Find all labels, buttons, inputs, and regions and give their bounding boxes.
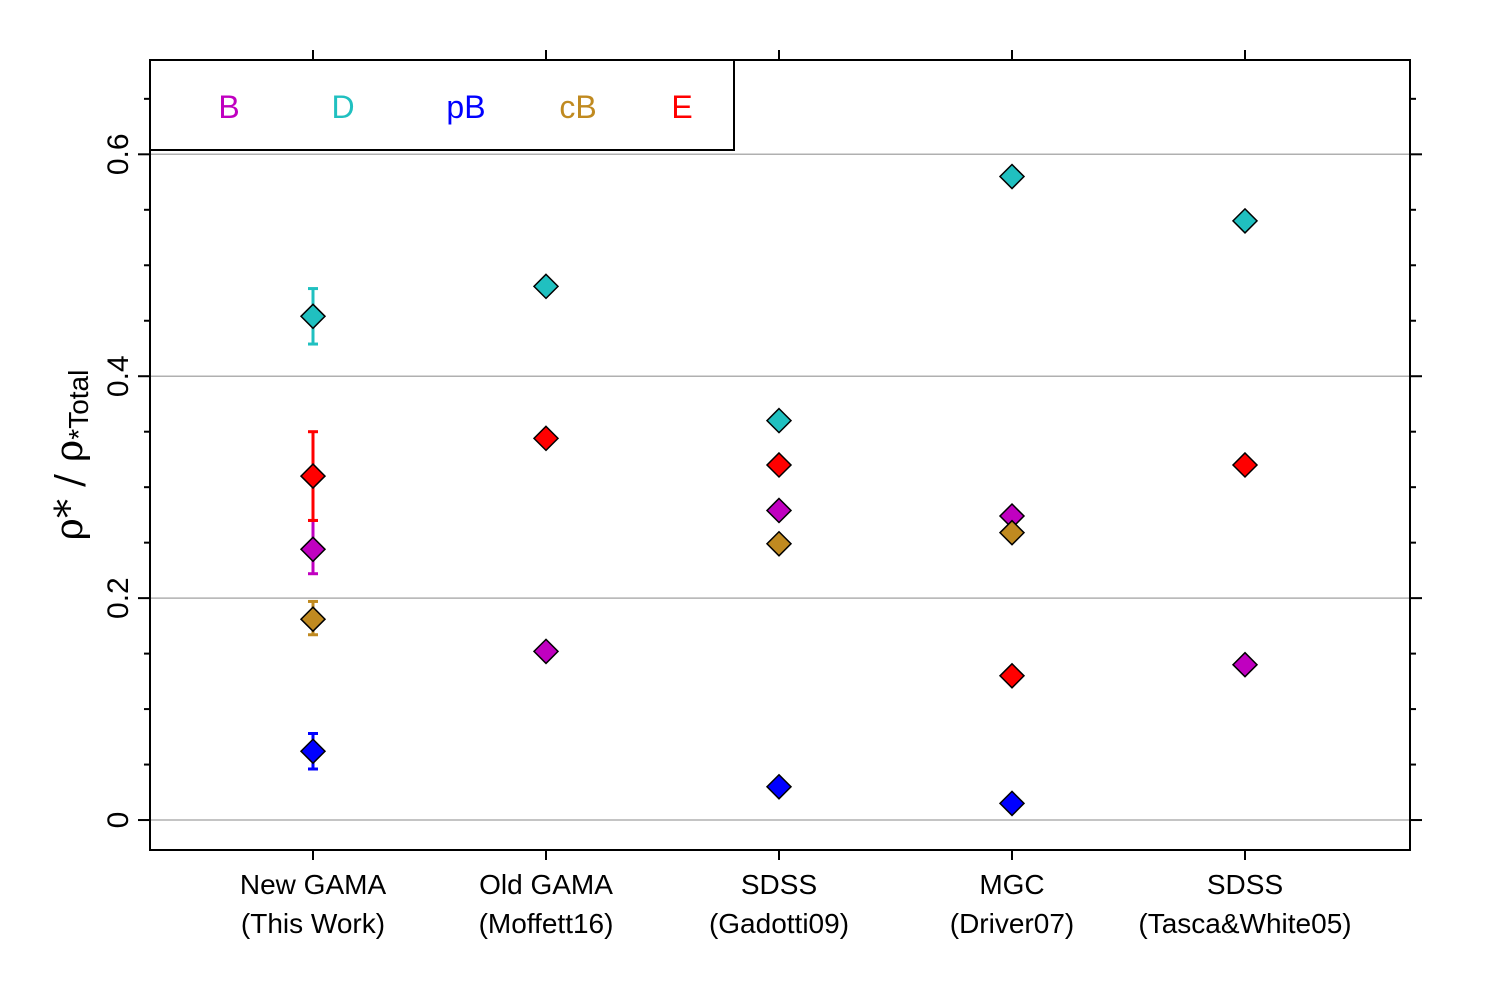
y-tick-label: 0.4 xyxy=(102,355,135,397)
data-point-cB xyxy=(299,606,327,633)
gridlines xyxy=(150,153,1410,821)
data-point-pB xyxy=(299,738,327,765)
data-point-pB xyxy=(765,773,793,800)
x-category-label-line1: Old GAMA xyxy=(479,869,613,900)
data-point-D xyxy=(1231,207,1259,234)
legend-box xyxy=(149,59,735,151)
svg-text:ρ* / ρ*Total: ρ* / ρ*Total xyxy=(47,370,94,541)
legend-entry-D: D xyxy=(331,89,354,125)
legend-entry-pB: pB xyxy=(446,89,485,125)
legend-entry-cB: cB xyxy=(559,89,596,125)
y-ticks xyxy=(138,50,1422,860)
y-axis-title-sub: *Total xyxy=(63,370,94,440)
y-tick-label: 0.6 xyxy=(102,133,135,175)
x-category-label-line1: SDSS xyxy=(1207,869,1283,900)
data-point-cB xyxy=(765,530,793,557)
x-category-label-line2: (Moffett16) xyxy=(479,908,614,939)
x-category-label-line2: (Gadotti09) xyxy=(709,908,849,939)
data-point-D xyxy=(532,273,560,300)
data-point-E xyxy=(1231,451,1259,479)
data-point-E xyxy=(765,451,793,479)
error-bars xyxy=(308,287,318,771)
data-point-D xyxy=(998,163,1026,190)
x-category-label-line2: (Tasca&White05) xyxy=(1138,908,1351,939)
y-tick-labels: 0 0.2 0.4 0.6 xyxy=(102,133,135,828)
data-point-B xyxy=(532,638,560,665)
x-category-label-line2: (This Work) xyxy=(241,908,385,939)
data-point-cB xyxy=(998,519,1026,546)
data-point-pB xyxy=(998,790,1026,817)
data-points xyxy=(299,163,1259,817)
data-point-B xyxy=(299,536,327,563)
x-category-label-line2: (Driver07) xyxy=(950,908,1074,939)
y-tick-label: 0 xyxy=(102,812,135,829)
x-category-label-line1: New GAMA xyxy=(240,869,387,900)
data-point-E xyxy=(998,662,1026,689)
x-category-label-line1: SDSS xyxy=(741,869,817,900)
data-point-B xyxy=(1231,651,1259,678)
y-axis-title-main: ρ* / ρ xyxy=(47,440,91,541)
legend-entry-E: E xyxy=(671,89,692,125)
legend-entry-B: B xyxy=(218,89,239,125)
x-category-labels: New GAMA (This Work) Old GAMA (Moffett16) SD… xyxy=(240,869,1352,939)
data-point-B xyxy=(765,497,793,524)
data-point-E xyxy=(532,425,560,452)
x-category-label-line1: MGC xyxy=(979,869,1044,900)
data-point-D xyxy=(299,303,327,330)
data-point-E xyxy=(299,463,327,490)
data-point-D xyxy=(765,407,793,434)
y-tick-label: 0.2 xyxy=(102,577,135,619)
y-axis-title: ρ* / ρ*Total xyxy=(47,370,94,541)
